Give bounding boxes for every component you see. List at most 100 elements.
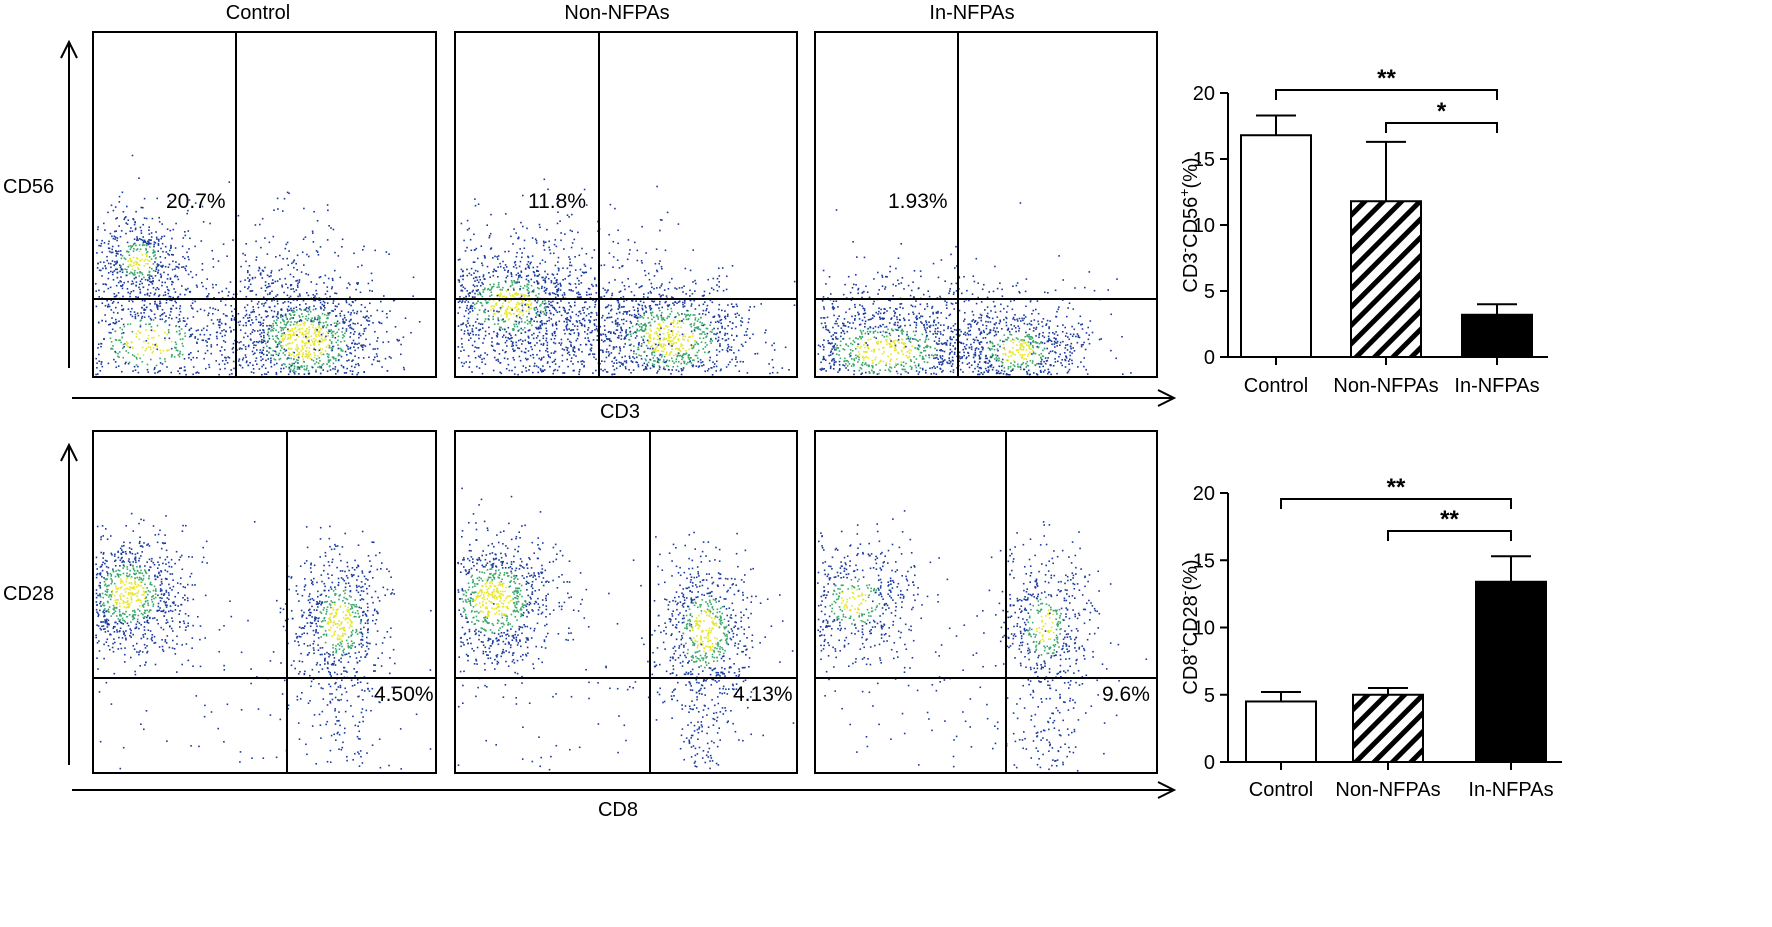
event-dot: [281, 335, 284, 337]
event-dot: [196, 371, 199, 373]
event-dot: [482, 342, 484, 344]
event-dot: [478, 276, 481, 278]
event-dot: [519, 274, 521, 276]
event-dot: [172, 260, 174, 263]
event-dot: [524, 302, 527, 305]
event-dot: [255, 293, 257, 296]
event-dot: [682, 301, 684, 304]
event-dot: [228, 181, 231, 183]
event-dot: [334, 337, 337, 339]
event-dot: [641, 307, 644, 310]
event-dot: [520, 276, 523, 279]
event-dot: [307, 370, 310, 372]
event-dot: [694, 279, 696, 282]
event-dot: [233, 308, 236, 310]
event-dot: [289, 329, 292, 332]
event-dot: [327, 359, 330, 361]
event-dot: [903, 345, 906, 348]
event-dot: [594, 329, 596, 331]
event-dot: [269, 291, 271, 294]
event-dot: [313, 347, 316, 349]
event-dot: [351, 373, 354, 375]
event-dot: [291, 370, 294, 372]
event-dot: [594, 301, 596, 303]
event-dot: [306, 365, 308, 367]
event-dot: [112, 271, 114, 273]
event-dot: [281, 347, 283, 349]
event-dot: [250, 311, 252, 314]
event-dot: [641, 343, 643, 345]
event-dot: [772, 366, 775, 369]
event-dot: [915, 358, 918, 360]
event-dot: [457, 346, 460, 348]
event-dot: [255, 341, 258, 343]
event-dot: [536, 287, 539, 289]
event-dot: [664, 249, 667, 252]
event-dot: [600, 264, 603, 267]
event-dot: [566, 323, 569, 326]
event-dot: [208, 312, 210, 315]
event-dot: [647, 361, 650, 364]
event-dot: [139, 248, 142, 250]
event-dot: [259, 349, 262, 351]
event-dot: [111, 328, 114, 331]
x-axis-arrow-head: [1157, 389, 1177, 407]
event-dot: [161, 308, 164, 311]
event-dot: [617, 299, 619, 302]
event-dot: [349, 319, 352, 321]
event-dot: [265, 373, 268, 375]
event-dot: [153, 330, 155, 332]
event-dot: [716, 340, 719, 343]
event-dot: [473, 285, 476, 288]
event-dot: [551, 304, 553, 307]
event-dot: [699, 333, 701, 335]
event-dot: [195, 372, 197, 374]
event-dot: [129, 295, 131, 298]
event-dot: [547, 361, 549, 363]
event-dot: [309, 353, 312, 356]
event-dot: [202, 339, 205, 342]
event-dot: [119, 264, 121, 266]
event-dot: [478, 337, 480, 340]
event-dot: [199, 333, 202, 336]
event-dot: [266, 274, 269, 277]
event-dot: [725, 339, 728, 341]
event-dot: [284, 314, 287, 316]
event-dot: [98, 269, 101, 272]
event-dot: [254, 276, 257, 279]
event-dot: [317, 341, 319, 343]
event-dot: [909, 338, 911, 341]
event-dot: [556, 302, 559, 304]
event-dot: [106, 255, 108, 258]
event-dot: [150, 232, 153, 234]
event-dot: [713, 365, 715, 368]
event-dot: [618, 311, 621, 314]
event-dot: [121, 255, 124, 257]
event-dot: [244, 286, 246, 288]
event-dot: [191, 276, 194, 279]
event-dot: [136, 358, 138, 360]
event-dot: [255, 344, 257, 347]
event-dot: [167, 273, 169, 276]
event-dot: [354, 323, 356, 325]
event-dot: [155, 231, 157, 233]
event-dot: [98, 360, 100, 362]
event-dot: [859, 336, 862, 338]
event-dot: [315, 358, 318, 360]
event-dot: [121, 271, 124, 274]
event-dot: [867, 319, 870, 321]
event-dot: [342, 350, 344, 352]
event-dot: [625, 299, 628, 301]
event-dot: [490, 294, 493, 296]
event-dot: [602, 287, 605, 290]
event-dot: [544, 241, 547, 243]
event-dot: [131, 354, 134, 356]
event-dot: [512, 312, 515, 315]
event-dot: [471, 330, 474, 332]
event-dot: [329, 359, 332, 361]
event-dot: [291, 328, 293, 330]
event-dot: [164, 281, 166, 284]
event-dot: [347, 311, 350, 313]
event-dot: [653, 342, 656, 345]
event-dot: [291, 309, 293, 312]
